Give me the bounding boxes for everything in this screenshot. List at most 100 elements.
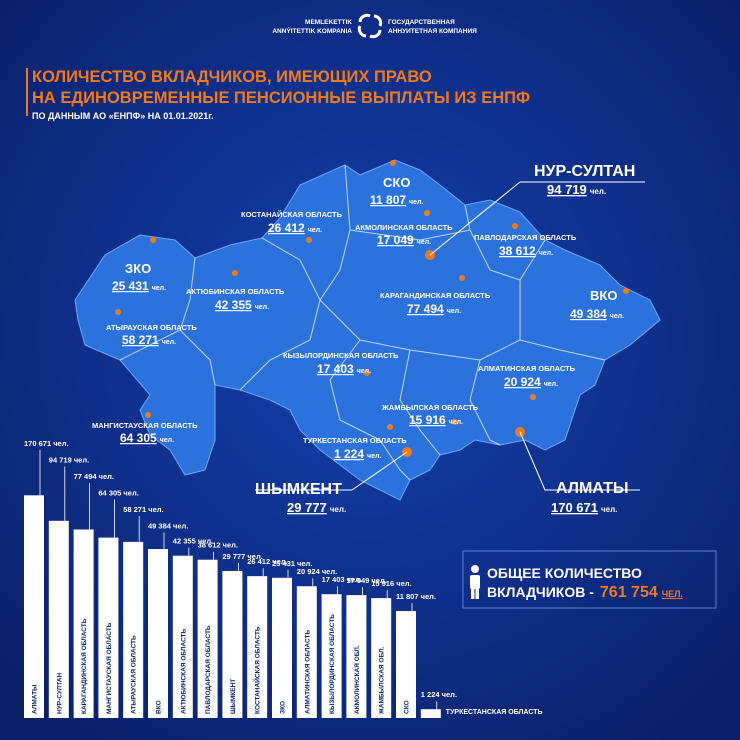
map-unit: чел. xyxy=(160,437,174,444)
city-name: АЛМАТЫ xyxy=(556,480,629,497)
logo xyxy=(357,13,383,39)
map-unit: чел. xyxy=(308,227,322,234)
map-value: 38 612 xyxy=(499,244,536,258)
bar-category-label: АКТЮБИНСКАЯ ОБЛАСТЬ xyxy=(180,628,187,714)
bar-category-label: ЖАМБЫЛСКАЯ ОБЛ. xyxy=(379,646,386,715)
bar-value-label: 20 924 чел. xyxy=(297,567,337,576)
leader-lines xyxy=(255,181,645,491)
bar-value-label: 17 403 чел. xyxy=(322,575,362,584)
map xyxy=(74,159,661,501)
region-name: АТЫРАУСКАЯ ОБЛАСТЬ xyxy=(106,323,197,332)
person-icon xyxy=(470,565,480,599)
bar xyxy=(420,709,441,718)
bar-category-label: АЛМАТИНСКАЯ ОБЛАСТЬ xyxy=(304,630,311,714)
map-unit: чел. xyxy=(449,419,463,426)
bar-category-label: ВКО xyxy=(156,700,163,714)
bar-value-label: 17 049 чел. xyxy=(346,576,386,585)
bar-category-label: КАРАГАНДИНСКАЯ ОБЛАСТЬ xyxy=(81,618,88,714)
bar-value-label: 77 494 чел. xyxy=(74,472,114,481)
title: НА ЕДИНОВРЕМЕННЫЕ ПЕНСИОННЫЕ ВЫПЛАТЫ ИЗ … xyxy=(32,89,530,107)
map-value: 64 305 xyxy=(120,431,157,445)
bar-value-label: 170 671 чел. xyxy=(24,439,69,448)
bar-value-label: 11 807 чел. xyxy=(396,592,436,601)
bar xyxy=(321,594,342,718)
logo-text: ГОСУДАРСТВЕННАЯ xyxy=(388,19,455,26)
map-value: 94 719 xyxy=(547,182,587,197)
bar-category-label: ЗКО xyxy=(280,701,287,714)
map-unit: чел. xyxy=(255,304,269,311)
bar xyxy=(371,598,392,718)
map-unit: чел. xyxy=(417,239,431,246)
region-name: КОСТАНАЙСКАЯ ОБЛАСТЬ xyxy=(241,210,343,219)
map-unit: чел. xyxy=(152,285,166,292)
map-value: 29 777 xyxy=(287,500,327,515)
bar-value-label: 42 355 чел. xyxy=(173,537,213,546)
bar-category-label: АЛМАТЫ xyxy=(32,685,39,714)
map-value: 170 671 xyxy=(551,500,598,515)
bar xyxy=(148,549,168,718)
logo-text: ANNÝITETTIK KOMPANIA xyxy=(272,26,352,35)
bar-value-label: 58 271 чел. xyxy=(123,505,163,514)
region-name: КЫЗЫЛОРДИНСКАЯ ОБЛАСТЬ xyxy=(283,351,399,360)
bar xyxy=(24,495,44,718)
map-unit: чел. xyxy=(544,381,558,388)
bar-category-label: КЫЗЫЛОРДИНСКАЯ ОБЛАСТЬ xyxy=(329,614,336,714)
bar-value-label: 1 224 чел. xyxy=(421,690,457,699)
bar-category-label: СКО xyxy=(404,700,411,714)
bar-category-label: ТУРКЕСТАНСКАЯ ОБЛАСТЬ xyxy=(446,709,543,716)
map-value: 58 271 xyxy=(122,333,159,347)
map-unit: чел. xyxy=(357,368,371,375)
bar-category-label: НУР-СУЛТАН xyxy=(56,673,63,714)
region-name: СКО xyxy=(383,175,410,190)
bar xyxy=(222,570,243,718)
bar-category-label: АКМОЛИНСКАЯ ОБЛ. xyxy=(354,645,361,714)
logo-text: MEMLEKETTIK xyxy=(305,19,352,26)
bar xyxy=(73,529,94,718)
total-label: ОБЩЕЕ КОЛИЧЕСТВО xyxy=(487,565,642,581)
city-name: НУР-СУЛТАН xyxy=(534,163,635,180)
bar xyxy=(123,541,144,718)
total-box xyxy=(462,550,717,609)
bar xyxy=(247,576,268,718)
bar-value-label: 49 384 чел. xyxy=(148,522,188,531)
region-name: АКТЮБИНСКАЯ ОБЛАСТЬ xyxy=(186,287,285,296)
bar-value-label: 26 412 чел. xyxy=(247,557,287,566)
region-name: АЛМАТИНСКАЯ ОБЛАСТЬ xyxy=(478,364,576,373)
map-unit: чел. xyxy=(447,308,461,315)
bar xyxy=(272,577,292,718)
bar xyxy=(197,559,218,718)
bar-category-label: ШЫМКЕНТ xyxy=(230,679,237,714)
total-label: ВКЛАДЧИКОВ - xyxy=(487,584,594,600)
map-value: 17 049 xyxy=(377,233,414,247)
map-value: 25 431 xyxy=(112,279,149,293)
total-value: 761 754 xyxy=(600,584,658,601)
bar-value-label: 94 719 чел. xyxy=(49,456,89,465)
bar xyxy=(172,555,193,718)
title: КОЛИЧЕСТВО ВКЛАДЧИКОВ, ИМЕЮЩИХ ПРАВО xyxy=(32,68,432,86)
bar-category-label: МАНГИСТАУСКАЯ ОБЛАСТЬ xyxy=(106,622,113,714)
map-value: 11 807 xyxy=(370,193,406,207)
title-accent xyxy=(26,68,28,116)
bar-value-label: 25 431 чел. xyxy=(272,559,312,568)
map-value: 77 494 xyxy=(407,302,444,316)
map-unit: чел. xyxy=(610,313,624,320)
region-name: ВКО xyxy=(590,288,617,303)
bar-category-label: КОСТАНАЙСКАЯ ОБЛАСТЬ xyxy=(253,626,262,714)
bar xyxy=(296,586,317,718)
region-name: МАНГИСТАУСКАЯ ОБЛАСТЬ xyxy=(92,421,198,430)
bar-category-label: АТЫРАУСКАЯ ОБЛАСТЬ xyxy=(131,635,138,714)
region-name: ЗКО xyxy=(125,261,151,276)
map-value: 26 412 xyxy=(268,221,305,235)
logo-text: АННУИТЕТНАЯ КОМПАНИЯ xyxy=(388,28,477,35)
map-unit: чел. xyxy=(162,339,176,346)
bar xyxy=(48,520,69,718)
map-unit: чел. xyxy=(330,505,346,514)
region-name: КАРАГАНДИНСКАЯ ОБЛАСТЬ xyxy=(380,291,491,300)
map-value: 42 355 xyxy=(215,298,252,312)
map-unit: чел. xyxy=(367,453,381,460)
bar-value-label: 64 305 чел. xyxy=(98,489,138,498)
subtitle: ПО ДАННЫМ АО «ЕНПФ» НА 01.01.2021г. xyxy=(32,111,214,121)
map-shape xyxy=(74,159,661,501)
region-name: АКМОЛИНСКАЯ ОБЛАСТЬ xyxy=(355,223,453,232)
total-unit: ЧЕЛ. xyxy=(662,589,683,599)
